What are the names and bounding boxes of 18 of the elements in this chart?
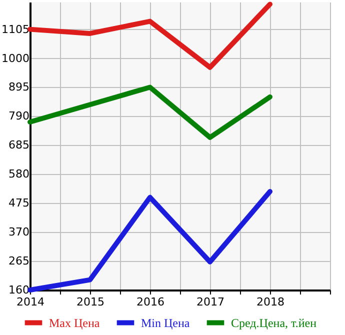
y-tick-label: 370 bbox=[8, 226, 30, 239]
y-tick-label: 685 bbox=[8, 138, 30, 152]
y-tick-label: 265 bbox=[8, 254, 30, 268]
y-tick-label: 580 bbox=[8, 168, 30, 181]
y-tick-label: 1105 bbox=[2, 22, 30, 36]
y-tick-label: 895 bbox=[8, 80, 30, 94]
y-tick-label: 790 bbox=[8, 110, 30, 123]
y-tick-label: 160 bbox=[8, 284, 30, 296]
legend-label: Сред.Цена, т.йен bbox=[231, 316, 318, 330]
x-tick-label: 2018 bbox=[256, 296, 284, 308]
legend-label: Min Цена bbox=[141, 316, 190, 330]
x-tick-label: 2015 bbox=[76, 296, 104, 308]
legend-label: Max Цена bbox=[49, 316, 100, 330]
x-tick-label: 2014 bbox=[16, 296, 44, 308]
y-tick-label: 475 bbox=[8, 196, 30, 210]
y-tick-label: 1000 bbox=[2, 52, 30, 65]
x-tick-label: 2017 bbox=[196, 296, 224, 308]
x-tick-label: 2016 bbox=[136, 296, 164, 308]
